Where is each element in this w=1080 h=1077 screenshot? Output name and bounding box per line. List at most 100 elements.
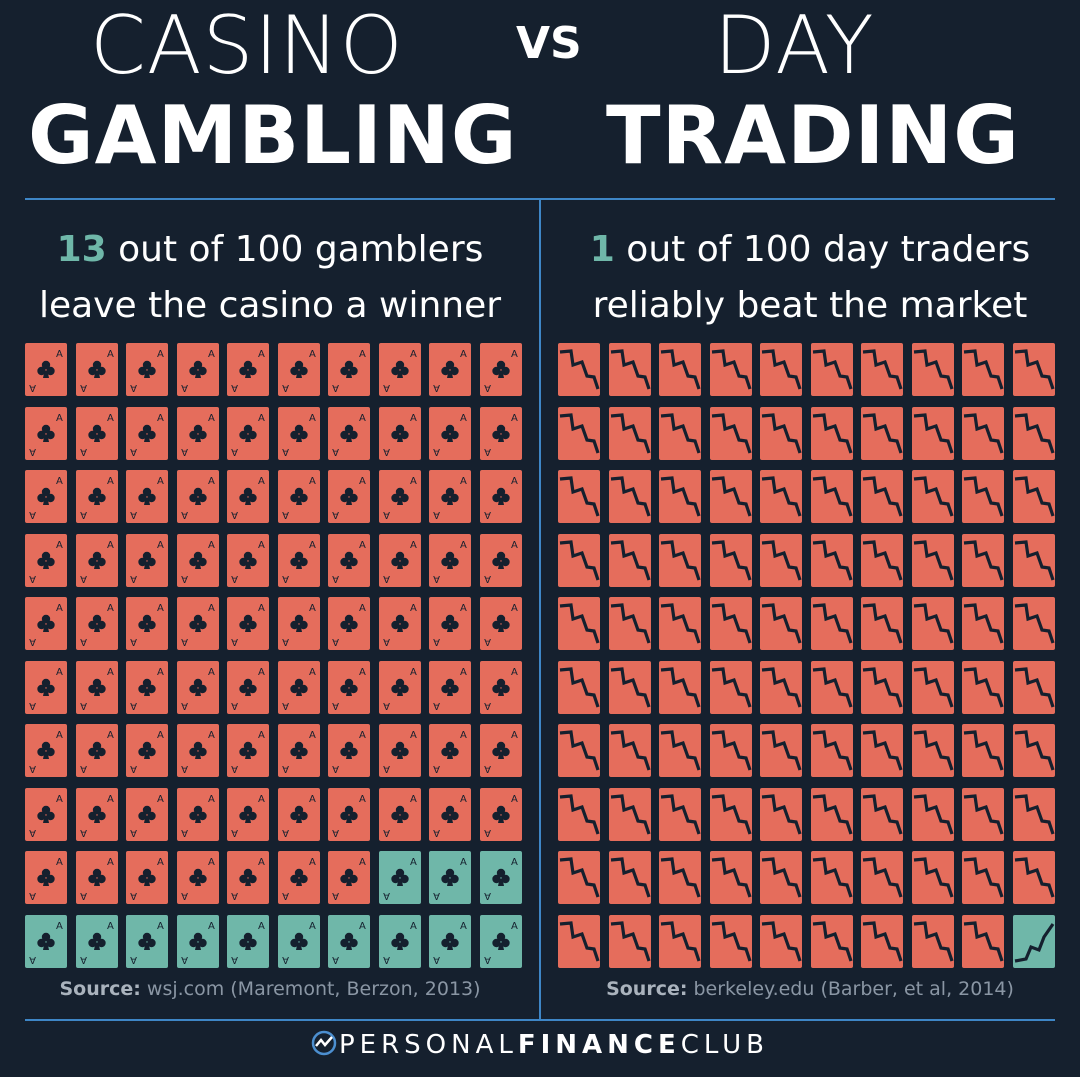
svg-text:A: A: [484, 446, 491, 457]
svg-text:A: A: [231, 509, 238, 520]
svg-text:A: A: [511, 540, 518, 551]
stock-down-icon: [711, 412, 752, 454]
ace-of-clubs-icon: AA: [332, 413, 366, 457]
stock-down-icon: [660, 476, 701, 517]
trader-card-loser-51: [558, 660, 600, 714]
stock-down-icon: [660, 920, 701, 962]
svg-text:A: A: [157, 730, 164, 741]
svg-text:A: A: [80, 446, 87, 457]
stock-down-icon: [812, 730, 853, 771]
svg-text:A: A: [208, 476, 215, 487]
svg-text:A: A: [208, 667, 215, 678]
stat-traders-number: 1: [589, 229, 615, 270]
trader-card-loser-90: [1012, 851, 1055, 904]
svg-text:A: A: [157, 857, 164, 868]
stock-down-icon: [660, 603, 701, 644]
stock-down-icon: [862, 539, 903, 581]
source-gamblers: Source: wsj.com (Maremont, Berzon, 2013): [10, 978, 530, 1000]
stock-down-icon: [1014, 857, 1055, 898]
svg-text:A: A: [56, 603, 63, 614]
svg-text:A: A: [410, 857, 417, 868]
stock-down-icon: [913, 476, 954, 517]
svg-text:A: A: [332, 509, 339, 520]
stock-down-icon: [862, 412, 903, 454]
svg-text:A: A: [157, 476, 164, 487]
trader-card-loser-42: [608, 597, 651, 650]
trader-card-loser-81: [558, 851, 600, 904]
stock-down-icon: [559, 920, 600, 962]
ace-of-clubs-icon: AA: [282, 730, 316, 774]
ace-of-clubs-icon: AA: [383, 667, 417, 711]
svg-text:A: A: [433, 509, 440, 520]
title-casino-line1: CASINO: [90, 0, 404, 92]
stock-down-icon: [559, 476, 600, 517]
stock-down-icon: [559, 603, 600, 644]
svg-text:A: A: [29, 954, 36, 965]
trader-card-loser-57: [861, 660, 903, 714]
stock-down-icon: [761, 476, 802, 517]
ace-of-clubs-icon: AA: [332, 921, 366, 965]
ace-of-clubs-icon: AA: [383, 603, 417, 647]
ace-of-clubs-icon: AA: [181, 857, 215, 901]
svg-text:A: A: [433, 890, 440, 901]
svg-text:A: A: [410, 476, 417, 487]
stock-down-icon: [913, 920, 954, 962]
traders-waffle-grid: [558, 343, 1055, 968]
svg-text:A: A: [130, 827, 137, 838]
stock-down-icon: [711, 349, 752, 390]
stock-down-icon: [711, 793, 752, 835]
svg-text:A: A: [107, 603, 114, 614]
ace-of-clubs-icon: AA: [332, 857, 366, 901]
svg-text:A: A: [460, 667, 467, 678]
stock-down-icon: [963, 793, 1004, 835]
stock-down-icon: [1014, 793, 1055, 835]
ace-of-clubs-icon: AA: [484, 540, 518, 584]
trader-card-loser-27: [861, 470, 903, 523]
stock-down-icon: [761, 539, 802, 581]
svg-text:A: A: [309, 857, 316, 868]
stock-down-icon: [862, 793, 903, 835]
stock-down-icon: [913, 539, 954, 581]
stock-down-icon: [711, 920, 752, 962]
trader-card-loser-7: [861, 343, 903, 396]
brand-personal: PERSONAL: [338, 1030, 518, 1060]
trader-card-loser-61: [558, 724, 600, 777]
ace-of-clubs-icon: AA: [231, 476, 265, 520]
svg-text:A: A: [157, 794, 164, 805]
svg-text:A: A: [107, 413, 114, 424]
svg-text:A: A: [332, 954, 339, 965]
svg-text:A: A: [332, 636, 339, 647]
ace-of-clubs-icon: AA: [433, 476, 467, 520]
trader-card-loser-24: [709, 470, 752, 523]
svg-text:A: A: [208, 794, 215, 805]
ace-of-clubs-icon: AA: [130, 857, 164, 901]
trader-card-winner-100: [1012, 914, 1055, 968]
stock-down-icon: [660, 857, 701, 898]
ace-of-clubs-icon: AA: [231, 603, 265, 647]
trader-card-loser-56: [810, 660, 853, 714]
svg-text:A: A: [258, 413, 265, 424]
ace-of-clubs-icon: AA: [332, 476, 366, 520]
svg-text:A: A: [511, 413, 518, 424]
trader-card-loser-49: [962, 597, 1004, 650]
stock-down-icon: [862, 603, 903, 644]
svg-text:A: A: [231, 700, 238, 711]
ace-of-clubs-icon: AA: [433, 730, 467, 774]
trader-card-loser-97: [861, 914, 903, 968]
svg-text:A: A: [359, 667, 366, 678]
